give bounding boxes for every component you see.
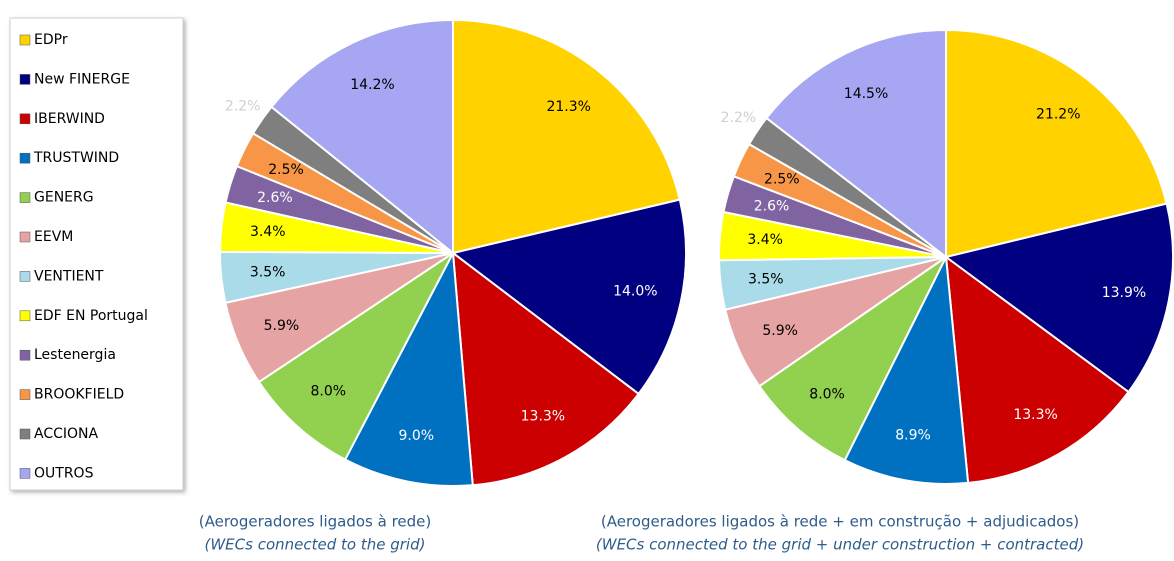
data-label: 2.6% — [257, 190, 293, 206]
data-label: 8.9% — [895, 428, 931, 444]
data-label: 13.3% — [521, 408, 565, 424]
pie-slice — [451, 250, 640, 487]
legend-label: IBERWIND — [34, 111, 105, 127]
legend-swatch — [19, 231, 31, 243]
legend-swatch — [19, 428, 31, 440]
data-label: 2.2% — [721, 110, 757, 126]
data-label: 13.3% — [1013, 407, 1057, 423]
data-label: 13.9% — [1102, 285, 1146, 301]
legend-swatch — [19, 74, 31, 85]
data-label: 21.3% — [546, 99, 590, 115]
data-label: 8.0% — [809, 386, 845, 402]
legend-label: EDPr — [34, 32, 68, 48]
data-label: 3.5% — [250, 265, 286, 281]
caption: (Aerogeradores ligados à rede) — [199, 513, 432, 531]
legend-swatch — [19, 468, 31, 479]
pie-slice — [450, 198, 687, 396]
legend-label: New FINERGE — [34, 71, 130, 87]
data-label: 14.2% — [350, 77, 394, 93]
legend-label: Lestenergia — [34, 347, 116, 363]
data-label: 5.9% — [762, 323, 798, 339]
legend-swatch — [19, 113, 31, 125]
pie-slice — [943, 202, 1174, 394]
pie-slice — [945, 28, 1168, 259]
legend-swatch — [19, 192, 31, 203]
data-label: 3.5% — [748, 271, 784, 287]
legend-label: BROOKFIELD — [34, 387, 124, 403]
data-label: 21.2% — [1036, 106, 1080, 122]
legend-label: OUTROS — [34, 465, 94, 481]
data-label: 5.9% — [264, 318, 300, 334]
legend-swatch — [19, 271, 31, 282]
data-label: 8.0% — [311, 384, 347, 400]
data-label: 14.5% — [844, 86, 888, 102]
pie-slice — [452, 18, 682, 255]
data-label: 2.5% — [764, 171, 800, 187]
legend-label: EEVM — [34, 229, 73, 245]
data-label: 9.0% — [399, 428, 435, 444]
caption-en: (WECs connected to the grid + under cons… — [596, 536, 1084, 554]
data-label: 2.6% — [754, 199, 790, 215]
pie-slice — [343, 249, 474, 487]
legend-label: TRUSTWIND — [33, 150, 119, 166]
legend-box — [9, 17, 184, 491]
data-label: 14.0% — [613, 284, 657, 300]
pie-slice — [765, 28, 947, 260]
caption: (Aerogeradores ligados à rede + em const… — [601, 513, 1079, 531]
legend-swatch — [19, 34, 31, 46]
pie-slice — [757, 256, 947, 462]
legend-label: GENERG — [34, 190, 94, 206]
pie-slice — [257, 252, 454, 461]
data-label: 3.4% — [747, 232, 783, 248]
legend-swatch — [19, 152, 31, 164]
legend-label: EDF EN Portugal — [34, 308, 148, 324]
legend-label: ACCIONA — [34, 426, 99, 442]
legend-swatch — [19, 349, 31, 361]
legend-swatch — [19, 310, 31, 322]
pie-slice — [270, 18, 454, 256]
legend-label: VENTIENT — [34, 268, 104, 284]
pie-slice — [843, 253, 970, 485]
legend-swatch — [19, 389, 31, 400]
data-label: 2.5% — [268, 162, 304, 178]
data-label: 2.2% — [225, 98, 261, 114]
data-label: 3.4% — [250, 224, 286, 240]
pie-slice — [944, 254, 1130, 485]
caption-en: (WECs connected to the grid) — [205, 536, 426, 554]
